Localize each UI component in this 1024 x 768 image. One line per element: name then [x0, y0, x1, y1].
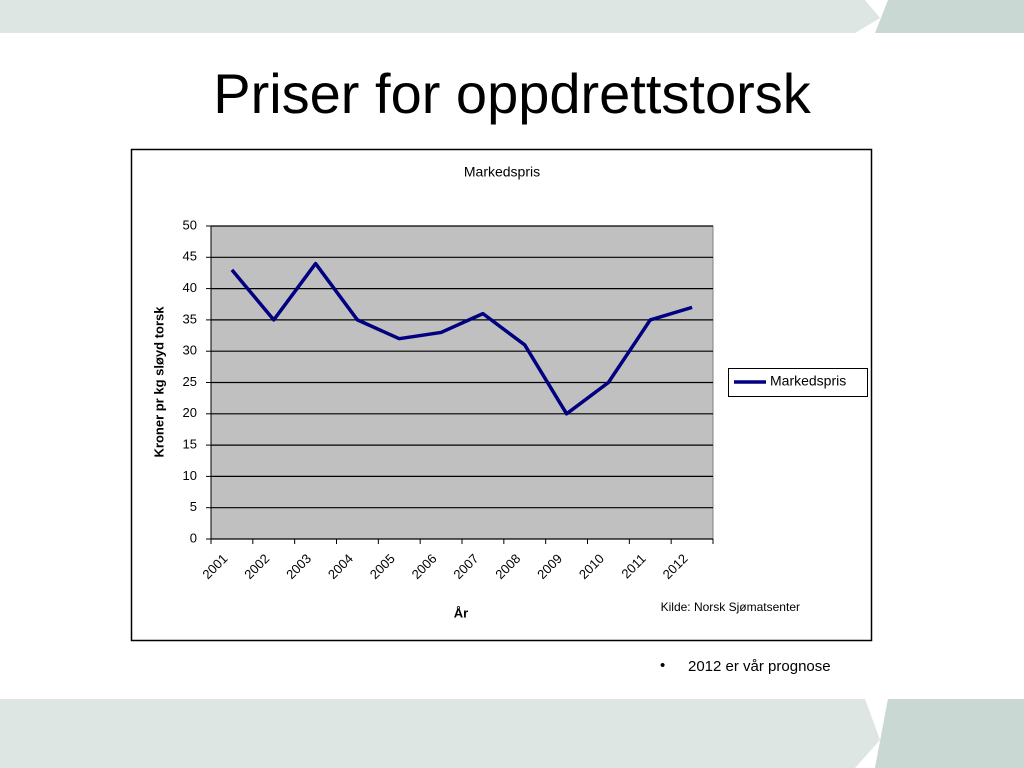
note: 2012 er vår prognose: [688, 658, 831, 675]
bottom-decoration: [855, 699, 888, 768]
y-tick-label: 15: [183, 437, 197, 452]
y-tick-label: 20: [183, 405, 197, 420]
legend-label: Markedspris: [770, 373, 846, 389]
y-axis-label: Kroner pr kg sløyd torsk: [151, 306, 166, 458]
chart-title: Markedspris: [464, 164, 540, 180]
series-line: [230, 261, 693, 416]
bullet: •: [660, 657, 665, 674]
bottom-band: [0, 699, 1024, 768]
y-tick-label: 35: [183, 311, 197, 326]
y-tick-label: 0: [190, 530, 197, 545]
bottom-decoration-2: [875, 699, 1024, 768]
x-axis-label: År: [454, 605, 468, 620]
source-note: Kilde: Norsk Sjømatsenter: [661, 600, 800, 614]
top-band: [0, 0, 1024, 33]
y-tick-label: 30: [183, 343, 197, 358]
top-decoration-2: [875, 0, 1024, 33]
y-tick-label: 10: [183, 468, 197, 483]
y-tick-label: 5: [190, 499, 197, 514]
slide-title: Priser for oppdrettstorsk: [213, 62, 812, 125]
y-tick-label: 40: [183, 280, 197, 295]
y-tick-label: 50: [183, 217, 197, 232]
y-tick-label: 45: [183, 249, 197, 264]
y-tick-label: 25: [183, 374, 197, 389]
